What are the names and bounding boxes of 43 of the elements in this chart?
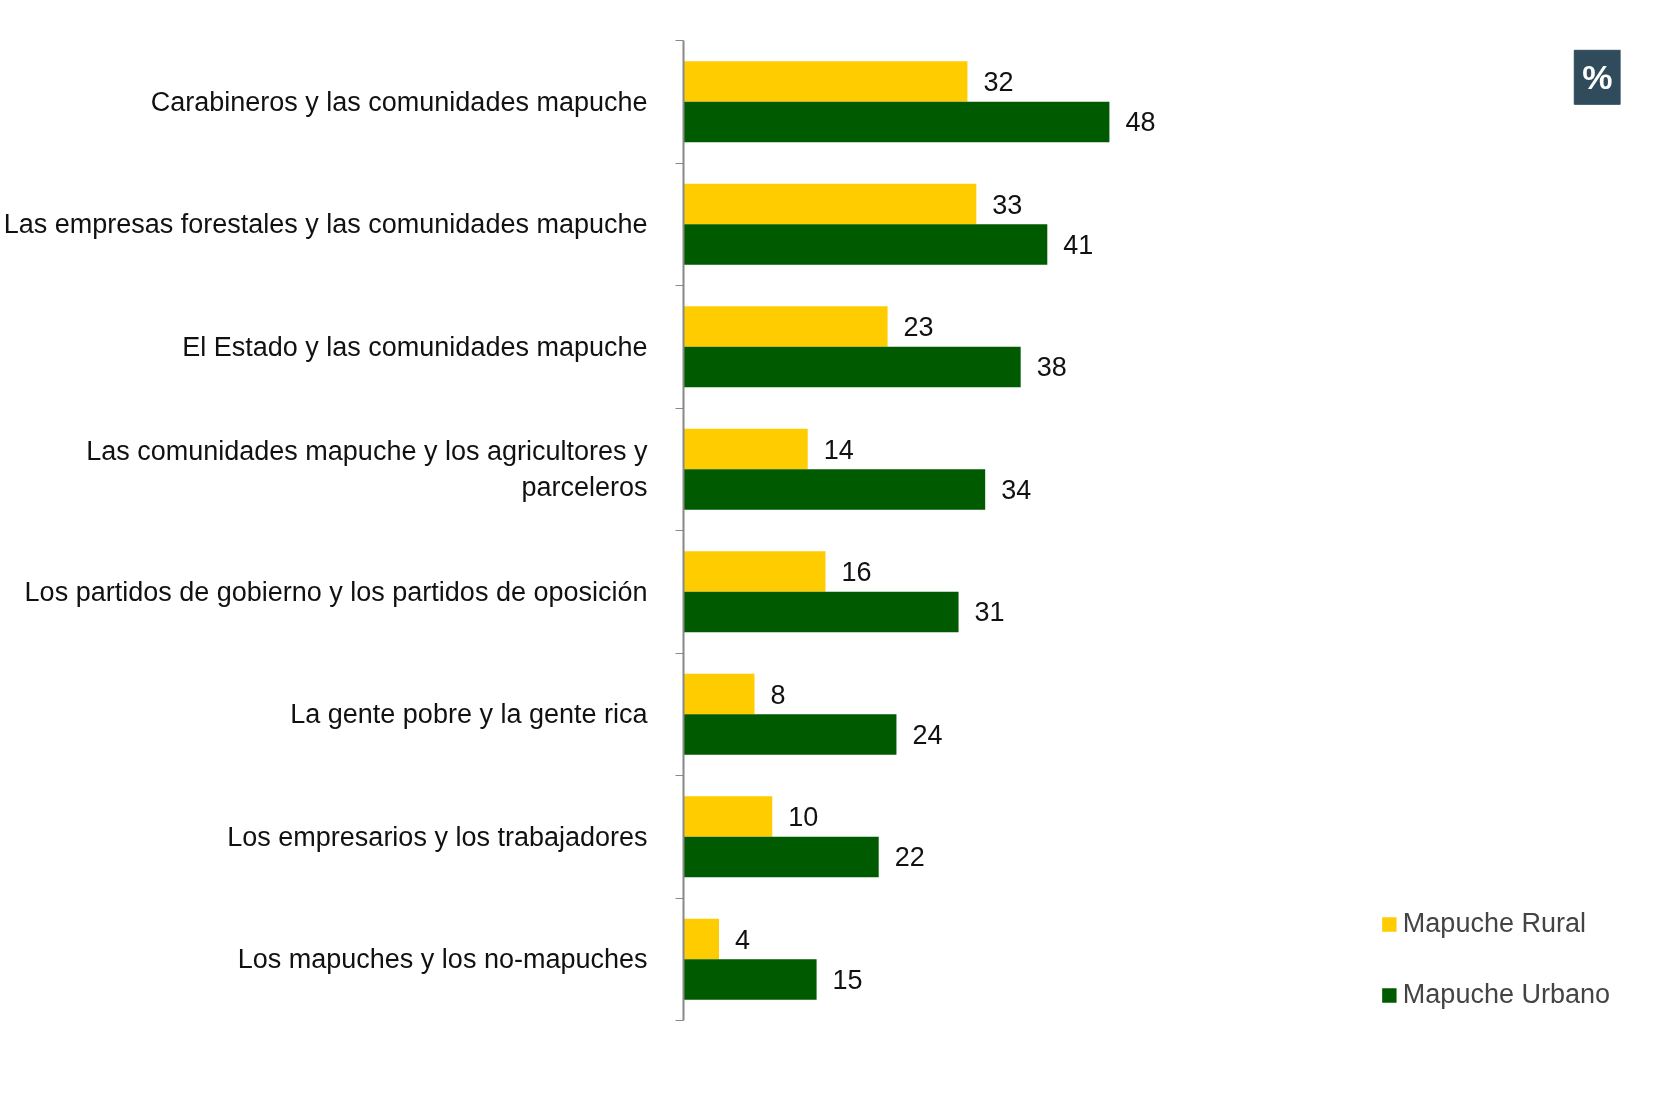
bar [683, 183, 977, 225]
y-tick-label: Los partidos de gobierno y los partidos de oposición [24, 576, 648, 607]
data-label: 34 [1001, 474, 1032, 505]
y-tick-label: La gente pobre y la gente rica [290, 699, 649, 730]
data-label: 8 [770, 679, 786, 710]
data-label: 22 [894, 842, 925, 873]
data-label: 41 [1063, 229, 1094, 260]
data-label: 32 [983, 67, 1014, 98]
data-label: 31 [974, 597, 1005, 628]
bar [683, 959, 817, 1000]
y-tick-label: Los empresarios y los trabajadores [227, 821, 648, 852]
bar [683, 306, 888, 347]
y-tick-label: Carabineros y las comunidades mapuche [150, 86, 648, 117]
bar [683, 346, 1021, 388]
text: % [1582, 58, 1613, 97]
data-label: 10 [788, 802, 819, 833]
y-tick-label: Las empresas forestales y las comunidades mapuche [3, 209, 648, 240]
bar [683, 551, 826, 592]
data-label: 23 [903, 312, 934, 343]
bar [683, 101, 1110, 143]
bar [683, 714, 897, 755]
data-label: 33 [992, 189, 1023, 220]
y-tick-label: Los mapuches y los no-mapuches [237, 944, 648, 975]
bar [683, 428, 808, 470]
data-label: 4 [734, 924, 751, 955]
y-tick-label: Las comunidades mapuche y los agricultores y parceleros [86, 436, 648, 503]
bar [683, 673, 755, 715]
legend-label: Mapuche Rural [1402, 908, 1586, 939]
data-label: 24 [912, 719, 943, 750]
data-label: 15 [832, 964, 863, 995]
bar [683, 469, 986, 510]
bar [683, 224, 1048, 265]
bar [683, 591, 959, 633]
bar [683, 836, 879, 878]
bar [683, 61, 968, 102]
data-label: 14 [823, 434, 854, 465]
bar [683, 918, 719, 960]
data-label: 48 [1125, 107, 1156, 138]
legend-label: Mapuche Urbano [1402, 979, 1610, 1010]
y-tick-label: El Estado y las comunidades mapuche [182, 331, 648, 362]
data-label: 38 [1036, 352, 1067, 383]
data-label: 16 [841, 557, 872, 588]
bar [683, 796, 773, 837]
